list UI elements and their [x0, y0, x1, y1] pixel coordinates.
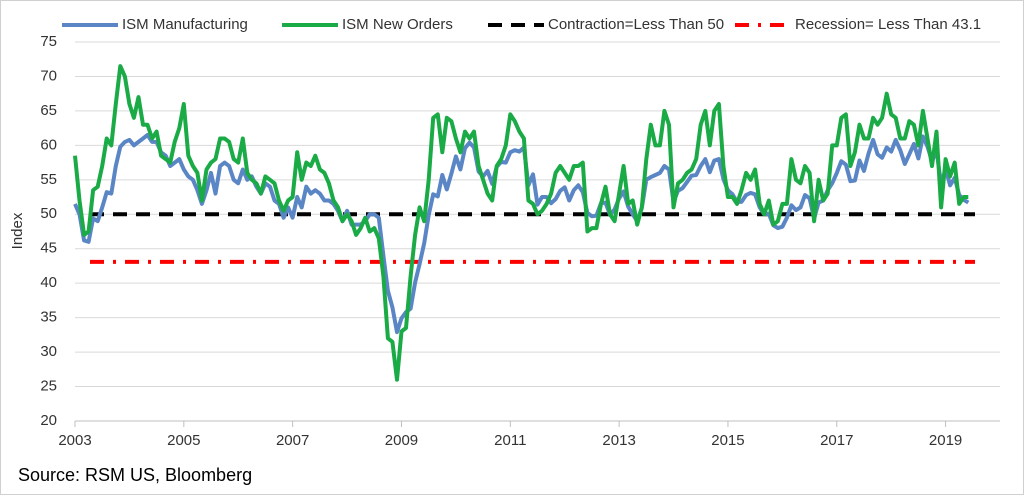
legend-label: ISM New Orders	[342, 16, 453, 33]
y-tick-label: 25	[40, 378, 57, 395]
legend-label: ISM Manufacturing	[122, 16, 248, 33]
y-tick-label: 35	[40, 309, 57, 326]
y-axis-label: Index	[9, 212, 26, 249]
x-tick-label: 2003	[58, 432, 91, 449]
x-tick-label: 2015	[711, 432, 744, 449]
y-tick-label: 75	[40, 33, 57, 50]
x-tick-label: 2017	[820, 432, 853, 449]
x-tick-label: 2013	[602, 432, 635, 449]
y-tick-label: 65	[40, 102, 57, 119]
y-tick-label: 70	[40, 67, 57, 84]
series-line	[73, 64, 969, 382]
x-tick-label: 2011	[494, 432, 526, 449]
x-tick-label: 2009	[385, 432, 418, 449]
y-tick-label: 20	[40, 412, 57, 429]
source: Source: RSM US, Bloomberg	[18, 465, 252, 485]
x-tick-label: 2005	[167, 432, 200, 449]
legend-label: Recession= Less Than 43.1	[795, 16, 981, 33]
y-tick-label: 60	[40, 136, 57, 153]
y-tick-label: 55	[40, 171, 57, 188]
y-tick-label: 30	[40, 343, 57, 360]
x-tick-label: 2019	[929, 432, 962, 449]
x-tick-label: 2007	[276, 432, 309, 449]
legend-label: Contraction=Less Than 50	[548, 16, 724, 33]
y-tick-label: 50	[40, 205, 57, 222]
y-tick-label: 45	[40, 240, 57, 257]
series-line	[73, 133, 970, 335]
y-tick-label: 40	[40, 274, 57, 291]
